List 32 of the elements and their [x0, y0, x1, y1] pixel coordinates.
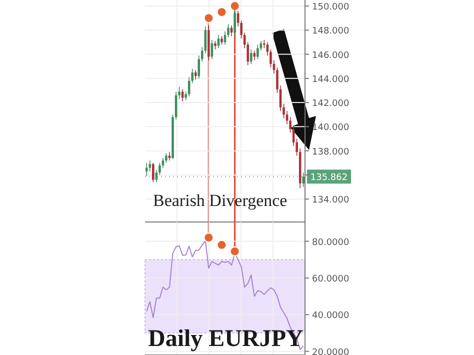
candlestick: [217, 34, 220, 49]
y-tick-label: 140.000: [312, 123, 350, 134]
annotation: Bearish Divergence: [153, 191, 288, 210]
point: [204, 232, 214, 243]
point: [204, 13, 214, 24]
candlestick: [152, 162, 154, 183]
y-tick-label: 138.000: [312, 147, 350, 158]
y-tick-label: 148.000: [312, 26, 350, 37]
candlestick: [250, 49, 252, 64]
y-tick-label: 142.000: [312, 99, 350, 110]
point: [216, 240, 227, 250]
y-tick-label: 146.000: [312, 50, 350, 61]
candlestick: [145, 162, 148, 177]
candlestick: [302, 172, 305, 188]
candlestick: [234, 9, 236, 36]
point: [230, 1, 240, 12]
y-tick-label: 144.000: [312, 74, 350, 85]
candlestick: [155, 170, 158, 183]
y-tick-label: 20.0000: [312, 348, 350, 355]
point: [216, 7, 227, 18]
candlestick: [253, 50, 256, 61]
y-tick-label: 60.0000: [312, 274, 350, 284]
candlestick: [194, 70, 197, 80]
y-tick-label: 134.000: [312, 196, 350, 206]
candlestick: [162, 158, 164, 168]
candlestick: [165, 152, 168, 164]
ref-line-label: 135.862: [310, 173, 348, 184]
y-tick-label: 80.0000: [312, 238, 350, 248]
candlestick: [256, 44, 259, 60]
point: [230, 246, 240, 256]
y-tick-label: 40.0000: [312, 311, 350, 322]
y-tick-label: 150.000: [312, 2, 350, 13]
